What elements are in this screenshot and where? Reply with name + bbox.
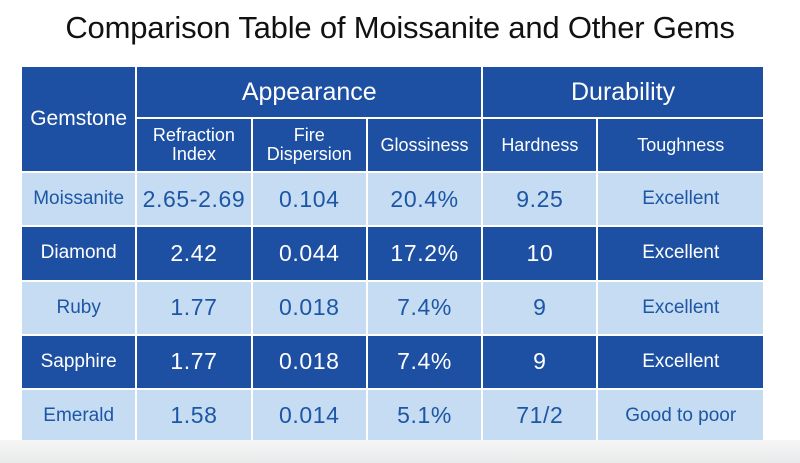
cell-refraction: 2.42	[137, 227, 251, 280]
cell-refraction: 2.65-2.69	[137, 173, 251, 226]
cell-gem: Diamond	[22, 227, 136, 280]
header-fire-dispersion: Fire Dispersion	[252, 119, 366, 172]
table-row: Emerald 1.58 0.014 5.1% 71/2 Good to poo…	[22, 389, 763, 442]
page-title: Comparison Table of Moissanite and Other…	[65, 10, 735, 45]
cell-toughness: Excellent	[598, 227, 763, 280]
cell-glossiness: 7.4%	[367, 335, 482, 388]
header-glossiness: Glossiness	[367, 119, 482, 172]
header-refraction-index: Refraction Index	[137, 119, 251, 172]
header-fire-dispersion-label: Fire Dispersion	[266, 125, 352, 165]
table-row: Ruby 1.77 0.018 7.4% 9 Excellent	[22, 281, 763, 334]
cell-dispersion: 0.018	[252, 281, 366, 334]
cell-glossiness: 7.4%	[367, 281, 482, 334]
table-header-row-columns: Refraction Index Fire Dispersion Glossin…	[22, 119, 763, 172]
cell-refraction: 1.58	[137, 389, 251, 442]
cell-hardness: 9	[483, 335, 597, 388]
table-row: Sapphire 1.77 0.018 7.4% 9 Excellent	[22, 335, 763, 388]
cell-glossiness: 5.1%	[367, 389, 482, 442]
table-header-row-groups: Gemstone Appearance Durability	[22, 67, 763, 172]
cell-toughness: Excellent	[598, 335, 763, 388]
table-row: Diamond 2.42 0.044 17.2% 10 Excellent	[22, 227, 763, 280]
header-durability: Durability	[483, 67, 763, 118]
cell-hardness: 9.25	[483, 173, 597, 226]
cell-toughness: Excellent	[598, 281, 763, 334]
cell-refraction: 1.77	[137, 281, 251, 334]
cell-toughness: Good to poor	[598, 389, 763, 442]
table-row: Moissanite 2.65-2.69 0.104 20.4% 9.25 Ex…	[22, 173, 763, 226]
cell-glossiness: 17.2%	[367, 227, 482, 280]
header-appearance: Appearance	[137, 67, 482, 118]
cell-gem: Ruby	[22, 281, 136, 334]
header-gemstone: Gemstone	[22, 67, 136, 172]
cell-gem: Emerald	[22, 389, 136, 442]
comparison-table: Gemstone Appearance Durability Refractio…	[20, 65, 765, 444]
cell-hardness: 71/2	[483, 389, 597, 442]
header-toughness: Toughness	[598, 119, 763, 172]
cell-hardness: 9	[483, 281, 597, 334]
cell-dispersion: 0.014	[252, 389, 366, 442]
cell-toughness: Excellent	[598, 173, 763, 226]
bottom-fade-strip	[0, 440, 800, 463]
cell-glossiness: 20.4%	[367, 173, 482, 226]
cell-gem: Sapphire	[22, 335, 136, 388]
cell-dispersion: 0.044	[252, 227, 366, 280]
cell-hardness: 10	[483, 227, 597, 280]
cell-dispersion: 0.104	[252, 173, 366, 226]
header-refraction-index-label: Refraction Index	[152, 125, 235, 165]
cell-gem: Moissanite	[22, 173, 136, 226]
cell-dispersion: 0.018	[252, 335, 366, 388]
header-hardness: Hardness	[483, 119, 597, 172]
cell-refraction: 1.77	[137, 335, 251, 388]
